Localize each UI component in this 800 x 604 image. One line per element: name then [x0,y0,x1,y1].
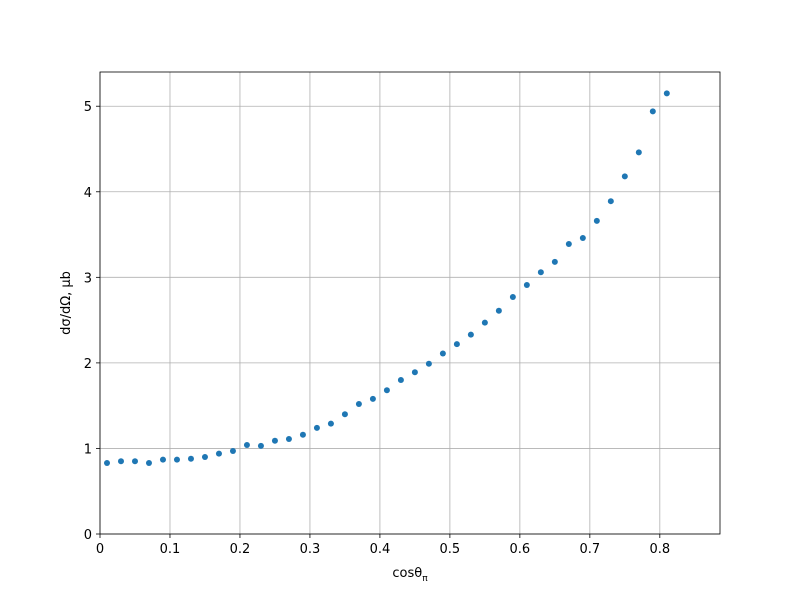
y-tick-label: 3 [84,271,92,286]
point [467,331,474,338]
x-tick-label: 0.4 [370,542,391,557]
point [257,442,264,449]
x-tick-label: 0.1 [160,542,181,557]
point [355,400,362,407]
point [201,454,208,460]
grid [99,72,720,535]
point [159,456,166,463]
point [285,436,292,443]
y-tick-label: 1 [84,442,92,457]
point [215,450,222,457]
points [103,90,670,466]
point [537,269,544,276]
point [243,442,250,449]
point [663,90,670,97]
point [579,234,586,241]
point [145,459,152,466]
point [187,455,194,462]
point [551,258,558,265]
x-tick-label: 0.7 [579,542,600,557]
axes-frame [99,71,721,535]
x-axis-label: cosθπ [392,566,428,584]
point [327,420,334,427]
point [425,360,432,367]
point [397,377,404,383]
point [509,294,516,301]
x-tick-label: 0.3 [300,542,321,557]
x-tick-label: 0.6 [510,542,531,557]
point [131,458,138,465]
point [369,395,376,402]
point [313,424,320,431]
x-label-sub: π [422,574,428,584]
x-label-main: cosθ [392,566,422,581]
point [173,456,180,463]
point [649,108,656,115]
point [621,173,628,180]
y-tick-label: 4 [84,186,92,201]
x-tick-label: 0.5 [440,542,461,557]
point [523,282,530,289]
point [635,149,642,156]
point [103,459,110,466]
point [481,319,488,326]
point [453,341,460,348]
point [439,350,446,357]
point [495,307,502,314]
point [411,369,418,376]
point [593,217,600,224]
x-tick-label: 0.8 [649,542,670,557]
point [229,448,236,455]
point [565,240,572,247]
y-tick-label: 0 [84,528,92,543]
x-tick-label: 0.2 [230,542,251,557]
y-tick-label: 5 [84,100,92,115]
point [271,437,278,444]
point [299,431,306,438]
point [383,387,390,394]
y-tick-label: 2 [84,357,92,372]
y-axis-label: dσ/dΩ, μb [59,271,74,335]
point [117,458,124,465]
x-tick-label: 0 [96,542,104,557]
point [607,198,614,205]
point [341,411,348,418]
